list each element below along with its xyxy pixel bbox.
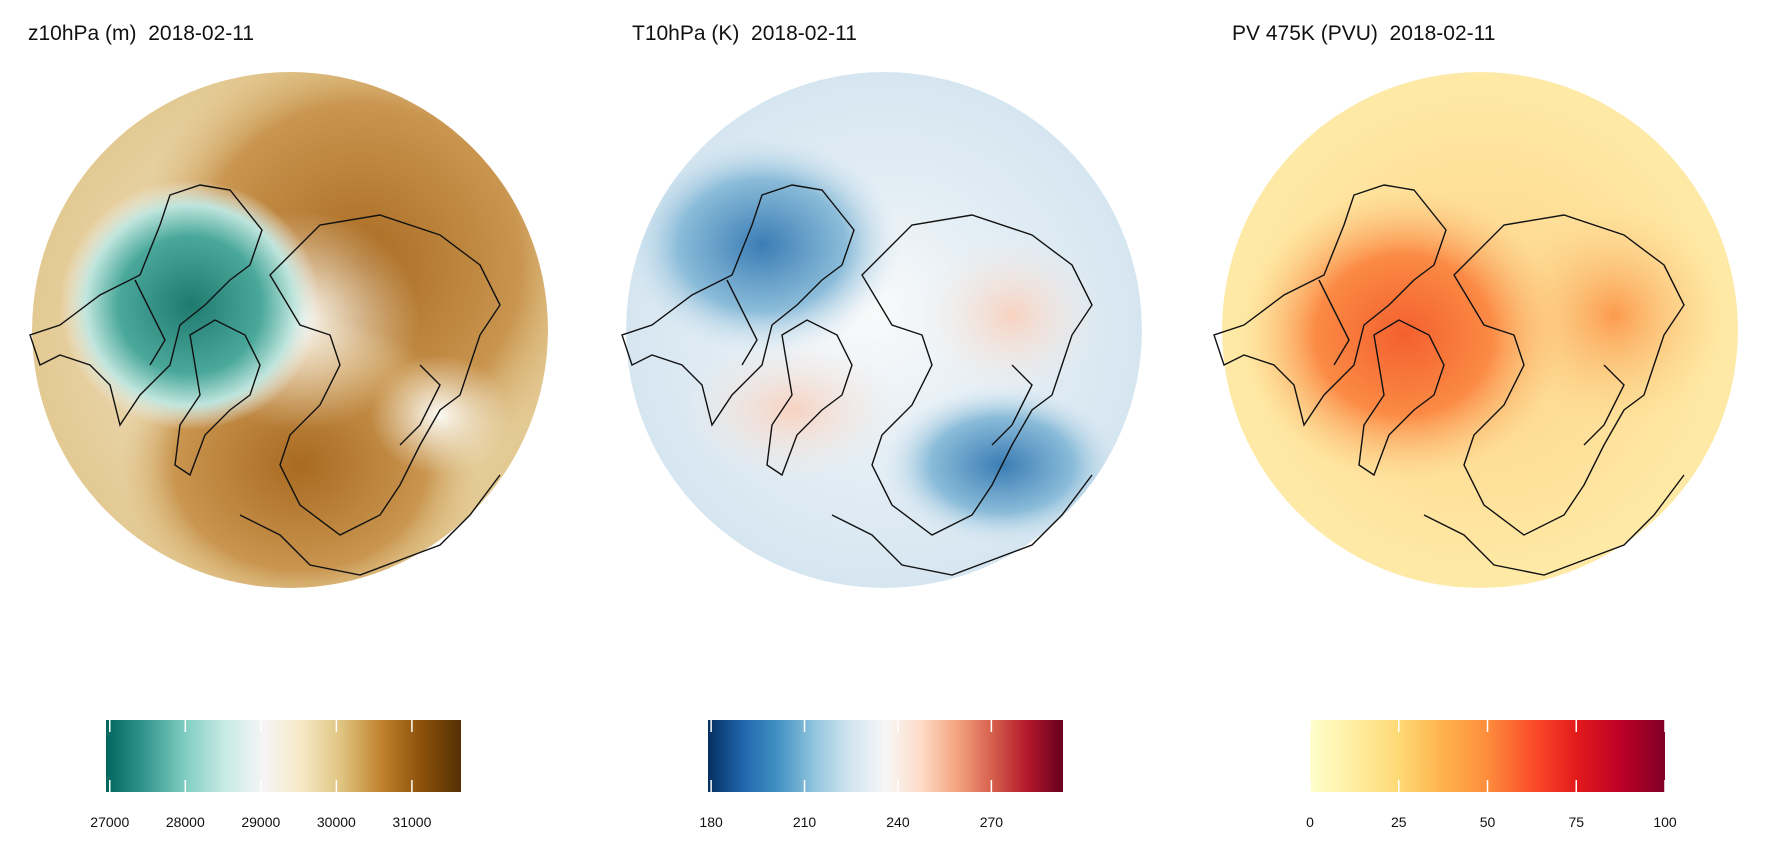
- field-anomaly: [370, 355, 510, 475]
- colorbar-gradient: [708, 720, 1063, 792]
- tick-label: 25: [1390, 814, 1407, 830]
- field-anomaly: [1244, 190, 1564, 480]
- tick-label: 29000: [241, 814, 281, 830]
- colorbar: [1310, 720, 1665, 792]
- map-title: T10hPa (K) 2018-02-11: [632, 22, 857, 45]
- tick-label: 27000: [90, 814, 130, 830]
- tick-label: 100: [1653, 814, 1677, 830]
- field-anomaly: [682, 340, 902, 480]
- map-title: PV 475K (PVU) 2018-02-11: [1232, 22, 1496, 45]
- coastlines: [29, 184, 501, 576]
- coastlines: [1213, 184, 1685, 576]
- tick-label: 28000: [165, 814, 205, 830]
- colorbar: [106, 720, 461, 792]
- tick-label: 31000: [392, 814, 432, 830]
- colorbar-tick-marks: [710, 720, 993, 792]
- colorbar-tick-labels: 0 25 50 75 100: [1306, 814, 1677, 834]
- colorbar-gradient: [106, 720, 461, 792]
- tick-label: 50: [1479, 814, 1496, 830]
- polar-map: [1213, 72, 1738, 588]
- colorbar-tick-labels: 180 210 240 270: [699, 814, 1063, 834]
- colorbar-tick-marks: [109, 720, 413, 792]
- panel-z10hpa: z10hPa (m) 2018-02-11: [0, 0, 592, 849]
- tick-label: 180: [699, 814, 723, 830]
- tick-label: 30000: [316, 814, 356, 830]
- panel-pv475k: PV 475K (PVU) 2018-02-11: [1184, 0, 1776, 849]
- field-anomaly: [922, 235, 1102, 395]
- tick-label: 0: [1306, 814, 1314, 830]
- tick-label: 240: [886, 814, 910, 830]
- polar-map: [621, 72, 1142, 588]
- coastlines: [621, 184, 1093, 576]
- field-anomaly: [626, 135, 902, 355]
- tick-label: 270: [979, 814, 1004, 830]
- polar-map: [29, 72, 548, 588]
- field-anomaly: [60, 180, 320, 430]
- colorbar: [708, 720, 1063, 792]
- map-title: z10hPa (m) 2018-02-11: [28, 22, 255, 45]
- colorbar-tick-marks: [1310, 720, 1665, 792]
- colorbar-tick-labels: 27000 28000 29000 30000 31000: [90, 814, 461, 834]
- tick-label: 210: [792, 814, 817, 830]
- panel-t10hpa: T10hPa (K) 2018-02-11: [592, 0, 1184, 849]
- tick-label: 75: [1568, 814, 1585, 830]
